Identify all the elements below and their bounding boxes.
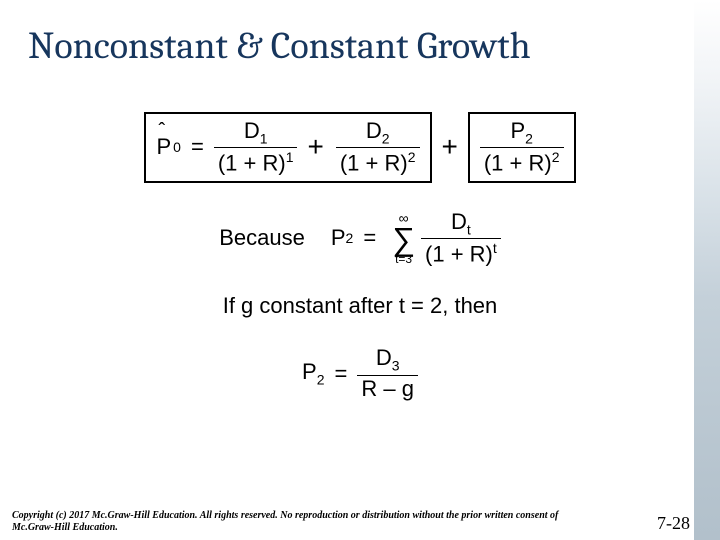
formula-box-term3: P2 (1 + R)2 [468, 112, 576, 183]
copyright-text: Copyright (c) 2017 Mc.Graw-Hill Educatio… [12, 510, 572, 534]
t2-numv: D [366, 118, 382, 143]
if-line: If g constant after t = 2, then [223, 293, 498, 319]
p2-v: P [302, 359, 317, 384]
bec-denb: (1 + R) [425, 241, 493, 266]
footer: Copyright (c) 2017 Mc.Graw-Hill Educatio… [12, 510, 708, 534]
t1-numv: D [244, 118, 260, 143]
plus-2: + [442, 131, 458, 163]
bec-lhs-v: P [331, 225, 346, 251]
formula-area: P 0 = D1 (1 + R)1 + D2 (1 + R)2 + P2 (1 … [28, 112, 692, 400]
t2-dene: 2 [408, 149, 416, 165]
t2-nums: 2 [382, 130, 390, 146]
formula-box-lhs-term1: P 0 = D1 (1 + R)1 + D2 (1 + R)2 [144, 112, 431, 183]
because-label: Because [219, 225, 305, 251]
p2-numv: D [376, 345, 392, 370]
t1-nums: 1 [260, 130, 268, 146]
t3-numv: P [510, 118, 525, 143]
p2-den: R – g [357, 375, 418, 400]
page-number: 7-28 [657, 513, 690, 534]
bec-numv: D [451, 209, 467, 234]
side-accent [694, 0, 720, 540]
bec-lhs-s: 2 [346, 230, 354, 246]
slide: Nonconstant & Constant Growth P 0 = D1 (… [0, 0, 720, 540]
bec-dene: t [493, 240, 497, 256]
t2-denb: (1 + R) [340, 151, 408, 176]
sigma-lower: t=3 [395, 253, 412, 265]
because-row: Because P2 = ∞ ∑ t=3 Dt (1 + R)t [219, 211, 501, 266]
t3-dene: 2 [552, 149, 560, 165]
slide-title: Nonconstant & Constant Growth [28, 24, 692, 68]
p2-formula: P2 = D3 R – g [302, 347, 418, 399]
sigma: ∞ ∑ t=3 [392, 211, 415, 265]
p0-var: P [156, 134, 171, 159]
plus-1: + [307, 131, 323, 163]
t1-dene: 1 [286, 149, 294, 165]
t1-denb: (1 + R) [218, 151, 286, 176]
p0-sub: 0 [173, 139, 181, 155]
t3-nums: 2 [525, 130, 533, 146]
formula-main: P 0 = D1 (1 + R)1 + D2 (1 + R)2 + P2 (1 … [144, 112, 575, 183]
p2-s: 2 [317, 372, 325, 388]
t3-denb: (1 + R) [484, 151, 552, 176]
p2-nums: 3 [392, 358, 400, 374]
bec-nums: t [467, 221, 471, 237]
